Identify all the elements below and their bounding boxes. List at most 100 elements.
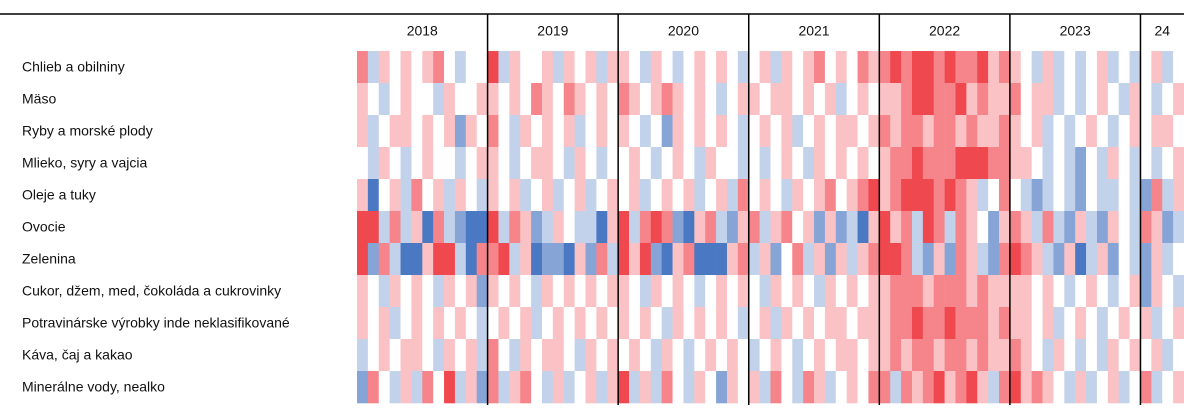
heat-cell: [988, 307, 1000, 340]
heat-cell: [498, 339, 510, 372]
heat-cell: [629, 211, 641, 244]
heat-cell: [520, 115, 532, 148]
heat-cell: [400, 51, 412, 84]
heat-cell: [411, 211, 423, 244]
heat-cell: [585, 211, 597, 244]
heat-cell: [1129, 83, 1141, 116]
heat-cell: [748, 243, 760, 276]
heat-cell: [541, 339, 554, 372]
heat-cell: [824, 51, 837, 84]
heat-cell: [1173, 243, 1184, 276]
heat-cell: [977, 179, 989, 212]
heat-cell: [1042, 179, 1054, 212]
heat-cell: [1129, 243, 1141, 276]
heat-cell: [1140, 275, 1152, 308]
heat-cell: [770, 307, 782, 340]
heat-cell: [705, 243, 717, 276]
heat-cell: [911, 179, 924, 212]
heat-cell: [1118, 115, 1130, 148]
heat-cell: [1151, 211, 1163, 244]
heat-cell: [487, 275, 499, 308]
heat-cell: [781, 83, 793, 116]
heat-cell: [835, 243, 847, 276]
heat-cell: [901, 83, 913, 116]
heat-cell: [378, 243, 390, 276]
heat-cell: [422, 371, 434, 404]
heat-cell: [705, 115, 717, 148]
heat-cell: [585, 179, 597, 212]
heat-cell: [1075, 51, 1087, 84]
heat-cell: [531, 339, 543, 372]
heat-cell: [1096, 339, 1109, 372]
heat-cell: [1118, 147, 1130, 180]
heat-cell: [803, 211, 815, 244]
heat-cell: [999, 147, 1011, 180]
heat-cell: [792, 115, 804, 148]
heat-cell: [1140, 339, 1152, 372]
heat-cell: [1096, 83, 1109, 116]
heat-cell: [1118, 371, 1130, 404]
heat-cell: [367, 211, 380, 244]
heat-cell: [803, 147, 815, 180]
heat-cell: [857, 339, 869, 372]
heat-cell: [552, 275, 565, 308]
year-label: 24: [1154, 23, 1170, 39]
heat-cell: [694, 179, 706, 212]
heat-cell: [1129, 211, 1141, 244]
heat-cell: [748, 275, 760, 308]
heat-cell: [1086, 147, 1098, 180]
heat-cell: [585, 115, 597, 148]
heat-cell: [944, 83, 956, 116]
heat-cell: [672, 307, 684, 340]
heat-cell: [781, 307, 793, 340]
heat-cell: [911, 115, 924, 148]
heat-cell: [629, 147, 641, 180]
heat-cell: [792, 211, 804, 244]
heat-cell: [411, 339, 423, 372]
heat-cell: [357, 243, 369, 276]
heat-cell: [487, 51, 499, 84]
heat-cell: [988, 339, 1000, 372]
heat-cell: [748, 179, 760, 212]
row-label: Chlieb a obilniny: [22, 59, 125, 75]
heat-cell: [846, 339, 858, 372]
heat-cell: [944, 147, 956, 180]
heat-cell: [607, 83, 619, 116]
heat-cell: [1173, 51, 1184, 84]
heat-cell: [879, 83, 891, 116]
heat-cell: [716, 115, 728, 148]
heat-cell: [933, 339, 945, 372]
heat-cell: [683, 243, 695, 276]
heat-cell: [814, 275, 826, 308]
heat-cell: [922, 115, 935, 148]
heat-cell: [487, 371, 499, 404]
heat-cell: [1162, 51, 1174, 84]
heat-cell: [563, 339, 575, 372]
heat-cell: [618, 371, 630, 404]
heat-cell: [585, 243, 597, 276]
heat-cell: [1031, 115, 1043, 148]
heat-cell: [933, 307, 945, 340]
heat-cell: [487, 115, 499, 148]
heat-cell: [552, 243, 565, 276]
heat-cell: [792, 83, 804, 116]
heat-cell: [770, 275, 782, 308]
heat-cell: [922, 211, 935, 244]
heat-cell: [357, 211, 369, 244]
heat-cell: [933, 179, 945, 212]
heat-cell: [716, 339, 728, 372]
heat-cell: [1075, 339, 1087, 372]
heat-cell: [487, 307, 499, 340]
heat-cell: [1151, 83, 1163, 116]
heat-cell: [705, 339, 717, 372]
heat-cell: [1009, 307, 1022, 340]
heat-cell: [726, 275, 739, 308]
heat-cell: [716, 51, 728, 84]
heat-cell: [618, 307, 630, 340]
heat-cell: [933, 115, 945, 148]
heat-cell: [716, 211, 728, 244]
heat-cell: [846, 307, 858, 340]
heat-cell: [890, 339, 902, 372]
heat-cell: [846, 115, 858, 148]
heat-cell: [661, 83, 673, 116]
